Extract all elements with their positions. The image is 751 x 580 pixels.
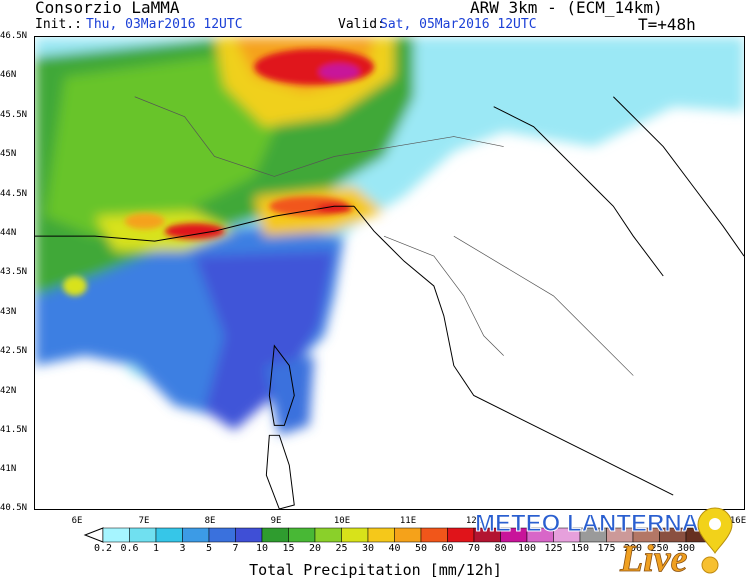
- colorbar-swatch: [341, 527, 369, 543]
- model-title: ARW 3km - (ECM_14km): [470, 0, 663, 17]
- lon-label: 12E: [465, 516, 483, 526]
- lon-label: 9E: [270, 516, 282, 526]
- init-label: Init.:: [35, 17, 82, 32]
- lat-label: 44.5N: [0, 189, 28, 199]
- colorbar-swatch: [235, 527, 263, 543]
- logo-text-top: METEO LANTERNA: [475, 510, 699, 537]
- legend-value: 30: [361, 543, 375, 554]
- legend-value: 3: [179, 543, 186, 554]
- meteo-lanterna-logo: METEO LANTERNA Live: [475, 507, 733, 578]
- logo-text-bottom: Live: [619, 538, 688, 578]
- colorbar-swatch: [182, 527, 210, 543]
- lat-label: 41.5N: [0, 425, 28, 435]
- colorbar-swatch: [208, 527, 236, 543]
- colorbar-swatch: [367, 527, 395, 543]
- legend-value: 1: [152, 543, 160, 554]
- lon-label: 16E: [729, 516, 747, 526]
- legend-value: 5: [205, 543, 213, 554]
- legend-value: 300: [676, 543, 696, 554]
- legend-value: 0.6: [120, 543, 139, 554]
- legend-value: 250: [650, 543, 669, 554]
- colorbar-swatch: [155, 527, 183, 543]
- valid-label: Valid:: [338, 17, 385, 32]
- lon-label: 10E: [333, 516, 351, 526]
- valid-value: Sat, 05Mar2016 12UTC: [380, 17, 537, 32]
- precipitation-map: [34, 36, 745, 510]
- legend-value: 175: [597, 543, 616, 554]
- legend-colorbar: [83, 527, 713, 543]
- coastlines: [35, 96, 744, 509]
- sun-icon: [701, 556, 719, 574]
- precipitation-field: [35, 37, 744, 436]
- legend-value: 25: [335, 543, 348, 554]
- lat-label: 42.5N: [0, 346, 28, 356]
- lat-label: 44N: [0, 228, 17, 238]
- forecast-step: T=+48h: [638, 15, 696, 34]
- lat-label: 46N: [0, 70, 17, 80]
- lat-label: 46.5N: [0, 31, 28, 41]
- colorbar-swatch: [394, 527, 422, 543]
- colorbar-swatch: [314, 527, 342, 543]
- colorbar-swatch: [129, 527, 157, 543]
- legend-value: 60: [441, 543, 454, 554]
- legend-value: 10: [255, 543, 269, 554]
- lat-label: 42N: [0, 386, 17, 396]
- colorbar-swatch: [420, 527, 448, 543]
- legend-value: 50: [414, 543, 428, 554]
- location-pin-icon: [697, 507, 733, 554]
- init-value: Thu, 03Mar2016 12UTC: [86, 17, 243, 32]
- legend-value: 40: [388, 543, 401, 554]
- lat-label: 43N: [0, 307, 17, 317]
- legend-value: 7: [232, 543, 239, 554]
- org-title: Consorzio LaMMA: [35, 0, 180, 17]
- lon-label: 6E: [71, 516, 83, 526]
- lon-label: 7E: [138, 516, 150, 526]
- lat-label: 41N: [0, 464, 17, 474]
- legend-title: Total Precipitation [mm/12h]: [249, 561, 502, 579]
- colorbar-arrow: [83, 527, 104, 543]
- legend-value: 0.2: [93, 543, 113, 554]
- legend-value: 20: [308, 543, 322, 554]
- lat-label: 45N: [0, 149, 17, 159]
- legend-value: 150: [570, 543, 590, 554]
- lat-label: 40.5N: [0, 503, 28, 513]
- legend-value: 100: [517, 543, 537, 554]
- legend-value: 200: [623, 543, 643, 554]
- colorbar-swatch: [102, 527, 130, 543]
- legend-value: 15: [282, 543, 295, 554]
- legend-value: 80: [494, 543, 507, 554]
- lon-label: 8E: [204, 516, 216, 526]
- lon-label: 11E: [399, 516, 417, 526]
- colorbar-swatch: [261, 527, 289, 543]
- legend-value: 125: [544, 543, 563, 554]
- lat-label: 45.5N: [0, 110, 28, 120]
- colorbar-swatch: [288, 527, 316, 543]
- lat-label: 43.5N: [0, 267, 28, 277]
- borders: [134, 96, 634, 376]
- legend-value: 70: [467, 543, 481, 554]
